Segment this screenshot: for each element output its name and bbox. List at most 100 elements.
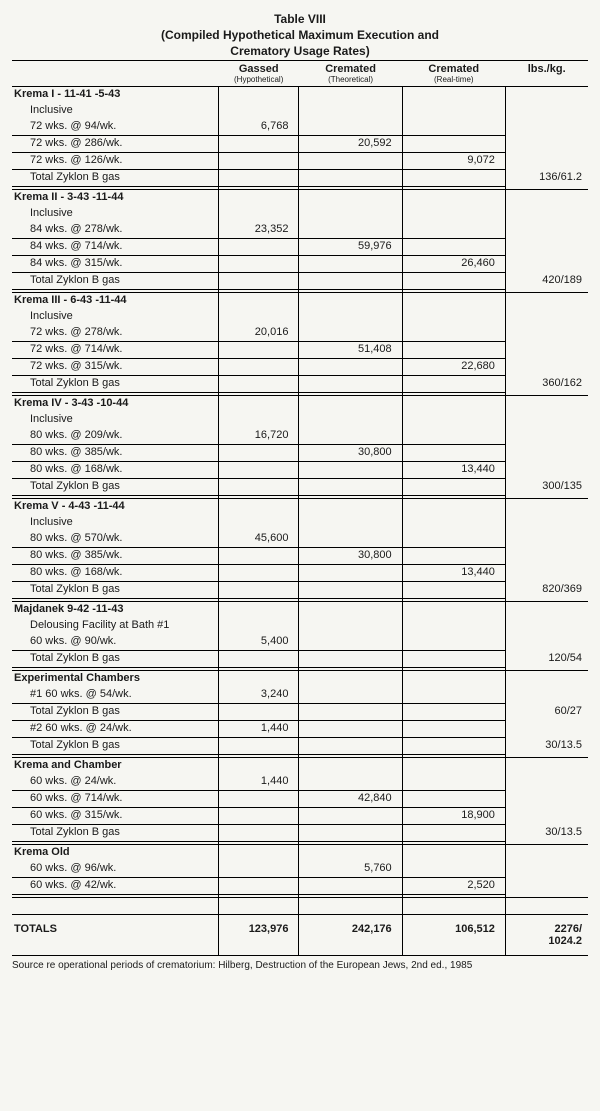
row-lbs — [505, 531, 588, 548]
row-gassed — [218, 462, 299, 479]
row-lbs — [505, 342, 588, 359]
row-gassed — [218, 515, 299, 531]
row-desc: Total Zyklon B gas — [12, 738, 218, 755]
row-desc: Inclusive — [12, 206, 218, 222]
row-desc: Total Zyklon B gas — [12, 273, 218, 290]
row-gassed — [218, 861, 299, 878]
row-desc: 80 wks. @ 385/wk. — [12, 548, 218, 565]
row-crem-realtime — [402, 791, 505, 808]
row-lbs — [505, 774, 588, 791]
row-desc: 60 wks. @ 714/wk. — [12, 791, 218, 808]
row-gassed — [218, 582, 299, 599]
row-gassed — [218, 239, 299, 256]
row-crem-theoretical: 5,760 — [299, 861, 402, 878]
row-lbs: 820/369 — [505, 582, 588, 599]
row-desc: 84 wks. @ 315/wk. — [12, 256, 218, 273]
row-desc: Total Zyklon B gas — [12, 376, 218, 393]
row-crem-theoretical — [299, 428, 402, 445]
row-crem-realtime — [402, 376, 505, 393]
row-desc: 60 wks. @ 315/wk. — [12, 808, 218, 825]
row-gassed: 20,016 — [218, 325, 299, 342]
row-crem-theoretical — [299, 878, 402, 895]
row-desc: Total Zyklon B gas — [12, 170, 218, 187]
section-heading: Krema and Chamber — [12, 758, 218, 775]
row-desc: 72 wks. @ 126/wk. — [12, 153, 218, 170]
row-crem-realtime — [402, 861, 505, 878]
row-desc: 84 wks. @ 714/wk. — [12, 239, 218, 256]
row-crem-realtime — [402, 825, 505, 842]
row-crem-realtime — [402, 704, 505, 721]
row-crem-theoretical — [299, 531, 402, 548]
row-crem-theoretical — [299, 808, 402, 825]
row-gassed — [218, 808, 299, 825]
row-lbs: 136/61.2 — [505, 170, 588, 187]
row-crem-theoretical — [299, 103, 402, 119]
row-desc: 72 wks. @ 94/wk. — [12, 119, 218, 136]
row-crem-theoretical: 59,976 — [299, 239, 402, 256]
row-crem-realtime: 13,440 — [402, 462, 505, 479]
row-crem-realtime — [402, 342, 505, 359]
section-heading: Krema IV - 3-43 -10-44 — [12, 396, 218, 413]
row-desc: 80 wks. @ 168/wk. — [12, 462, 218, 479]
row-gassed — [218, 153, 299, 170]
table-caption-2: (Compiled Hypothetical Maximum Execution… — [12, 28, 588, 42]
row-lbs — [505, 565, 588, 582]
row-crem-theoretical — [299, 462, 402, 479]
row-lbs — [505, 222, 588, 239]
row-gassed — [218, 825, 299, 842]
row-desc: Total Zyklon B gas — [12, 479, 218, 496]
row-crem-theoretical — [299, 206, 402, 222]
section-heading: Krema II - 3-43 -11-44 — [12, 190, 218, 207]
totals-label: TOTALS — [12, 915, 218, 956]
row-lbs — [505, 428, 588, 445]
row-gassed: 1,440 — [218, 774, 299, 791]
row-crem-theoretical — [299, 256, 402, 273]
row-gassed — [218, 103, 299, 119]
row-lbs — [505, 412, 588, 428]
row-lbs: 120/54 — [505, 651, 588, 668]
row-crem-theoretical — [299, 222, 402, 239]
row-crem-theoretical: 30,800 — [299, 548, 402, 565]
row-gassed — [218, 359, 299, 376]
row-crem-realtime — [402, 136, 505, 153]
row-lbs: 30/13.5 — [505, 825, 588, 842]
row-crem-realtime — [402, 721, 505, 738]
row-crem-theoretical — [299, 273, 402, 290]
row-lbs: 420/189 — [505, 273, 588, 290]
row-gassed: 23,352 — [218, 222, 299, 239]
row-lbs — [505, 462, 588, 479]
row-desc: Inclusive — [12, 515, 218, 531]
row-crem-realtime — [402, 531, 505, 548]
row-crem-theoretical — [299, 687, 402, 704]
row-crem-theoretical — [299, 704, 402, 721]
row-crem-theoretical: 30,800 — [299, 445, 402, 462]
row-crem-realtime — [402, 479, 505, 496]
row-gassed — [218, 618, 299, 634]
row-crem-theoretical — [299, 309, 402, 325]
row-gassed: 1,440 — [218, 721, 299, 738]
rates-table: Gassed (Hypothetical) Cremated (Theoreti… — [12, 60, 588, 956]
row-desc: Total Zyklon B gas — [12, 651, 218, 668]
row-crem-realtime — [402, 325, 505, 342]
row-gassed — [218, 479, 299, 496]
row-lbs — [505, 206, 588, 222]
row-desc: 80 wks. @ 209/wk. — [12, 428, 218, 445]
row-crem-theoretical — [299, 634, 402, 651]
row-lbs — [505, 136, 588, 153]
col-gassed: Gassed (Hypothetical) — [218, 61, 299, 87]
section-heading: Majdanek 9-42 -11-43 — [12, 602, 218, 619]
row-gassed — [218, 565, 299, 582]
row-crem-theoretical — [299, 565, 402, 582]
row-crem-realtime — [402, 548, 505, 565]
row-lbs: 300/135 — [505, 479, 588, 496]
section-heading: Krema I - 11-41 -5-43 — [12, 87, 218, 104]
row-crem-theoretical — [299, 651, 402, 668]
row-lbs: 60/27 — [505, 704, 588, 721]
row-desc: Total Zyklon B gas — [12, 704, 218, 721]
row-gassed — [218, 256, 299, 273]
row-desc: 72 wks. @ 714/wk. — [12, 342, 218, 359]
row-gassed — [218, 136, 299, 153]
row-gassed — [218, 738, 299, 755]
row-lbs — [505, 634, 588, 651]
section-heading: Krema V - 4-43 -11-44 — [12, 499, 218, 516]
